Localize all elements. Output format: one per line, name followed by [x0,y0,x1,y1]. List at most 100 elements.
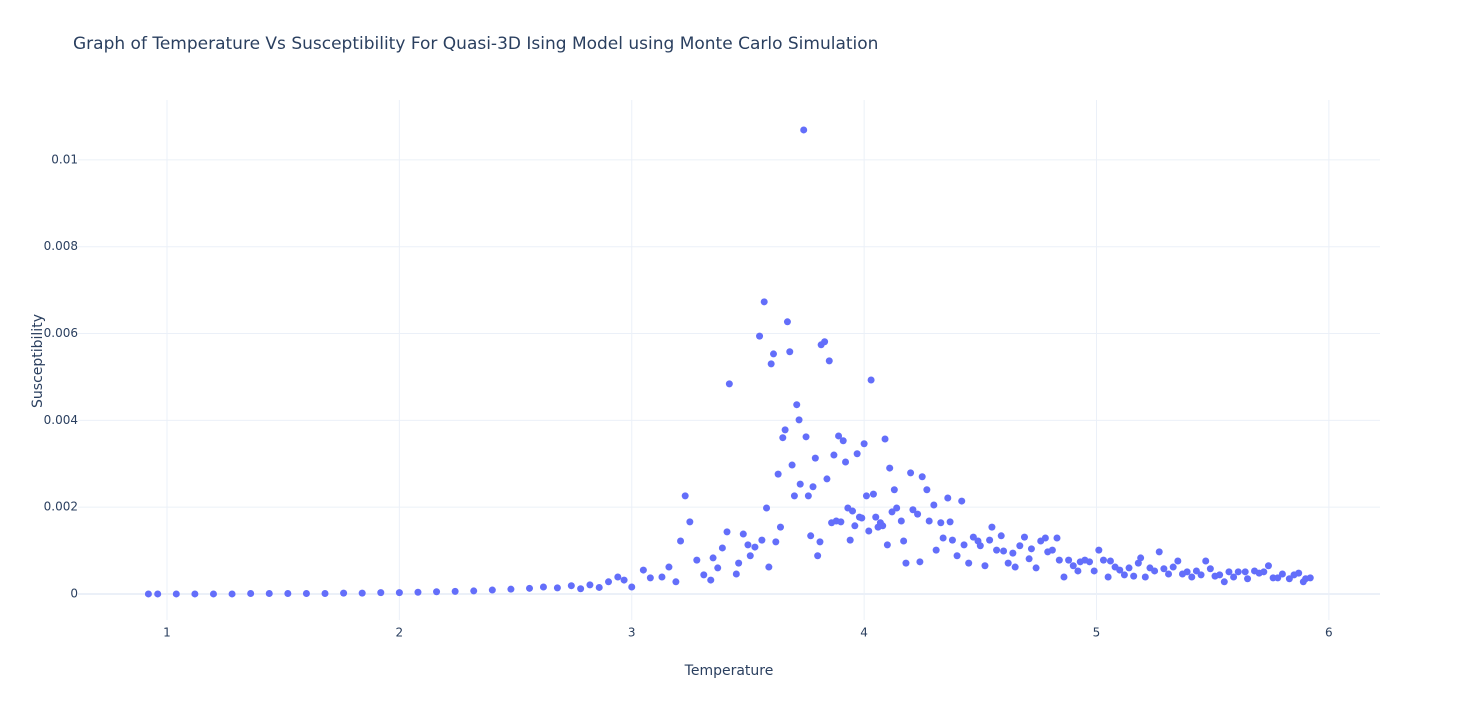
data-point [865,527,873,535]
data-point [1086,558,1094,566]
data-point [1041,534,1049,542]
data-point [788,461,796,469]
chart-title: Graph of Temperature Vs Susceptibility F… [73,34,878,54]
data-point [1151,567,1159,575]
x-tick-label: 3 [628,626,636,640]
data-point [1053,534,1061,542]
data-point [902,559,910,567]
data-point [284,590,292,598]
data-point [1306,574,1314,582]
data-point [1004,559,1012,567]
data-point [783,318,791,326]
data-point [965,559,973,567]
data-point [760,298,768,306]
data-point [849,507,857,515]
data-point [358,589,366,597]
data-point [302,590,310,598]
data-point [772,538,780,546]
data-point [526,584,534,592]
data-point [658,573,666,581]
data-point [953,552,961,560]
data-point [879,522,887,530]
data-point [862,492,870,500]
data-point [851,522,859,530]
data-point [1192,567,1200,575]
data-point [191,590,199,598]
data-point [1220,578,1228,586]
data-point [718,544,726,552]
data-point [993,546,1001,554]
data-point [1120,571,1128,579]
data-point [776,523,784,531]
data-point [923,486,931,494]
data-point [1095,546,1103,554]
data-point [809,483,817,491]
data-point [1241,568,1249,576]
data-point [414,588,422,596]
data-point [677,537,685,545]
data-point [802,433,810,441]
data-point [1020,533,1028,541]
data-point [553,584,561,592]
data-point [795,416,803,424]
data-point [693,556,701,564]
data-point [700,571,708,579]
y-axis-title: Susceptibility [30,314,46,408]
data-point [744,541,752,549]
data-point [1225,568,1233,576]
data-point [209,590,217,598]
x-tick-label: 2 [396,626,404,640]
data-point [709,554,717,562]
x-tick-label: 5 [1093,626,1101,640]
data-point [1188,573,1196,581]
data-point [860,440,868,448]
data-point [739,530,747,538]
data-point [395,589,403,597]
data-point [893,504,901,512]
data-point [1065,556,1073,564]
data-point [888,508,896,516]
data-point [451,587,459,595]
data-point [1202,557,1210,565]
data-point [918,473,926,481]
data-point [821,338,829,346]
data-point [567,582,575,590]
data-point [900,537,908,545]
data-point [997,532,1005,540]
data-point [1244,575,1252,583]
data-point [835,432,843,440]
data-point [1032,564,1040,572]
data-point [881,435,889,443]
data-point [781,426,789,434]
data-point [948,536,956,544]
data-point [1137,554,1145,562]
data-point [946,518,954,526]
data-point [672,578,680,586]
data-point [796,480,804,488]
data-point [725,380,733,388]
data-point [1000,547,1008,555]
data-point [1230,573,1238,581]
data-point [735,559,743,567]
data-point [811,454,819,462]
data-point [723,528,731,536]
data-point [937,519,945,527]
plot-area [144,126,1314,598]
data-point [154,590,162,598]
data-point [837,518,845,526]
data-point [846,536,854,544]
data-point [816,538,824,546]
data-point [1169,563,1177,571]
x-tick-label: 4 [860,626,868,640]
data-point [886,464,894,472]
data-point [814,552,822,560]
data-point [1090,567,1098,575]
data-point [1027,545,1035,553]
data-point [969,533,977,541]
data-point [1099,556,1107,564]
data-point [930,501,938,509]
data-point [628,583,636,591]
data-point [686,518,694,526]
data-point [1216,571,1224,579]
